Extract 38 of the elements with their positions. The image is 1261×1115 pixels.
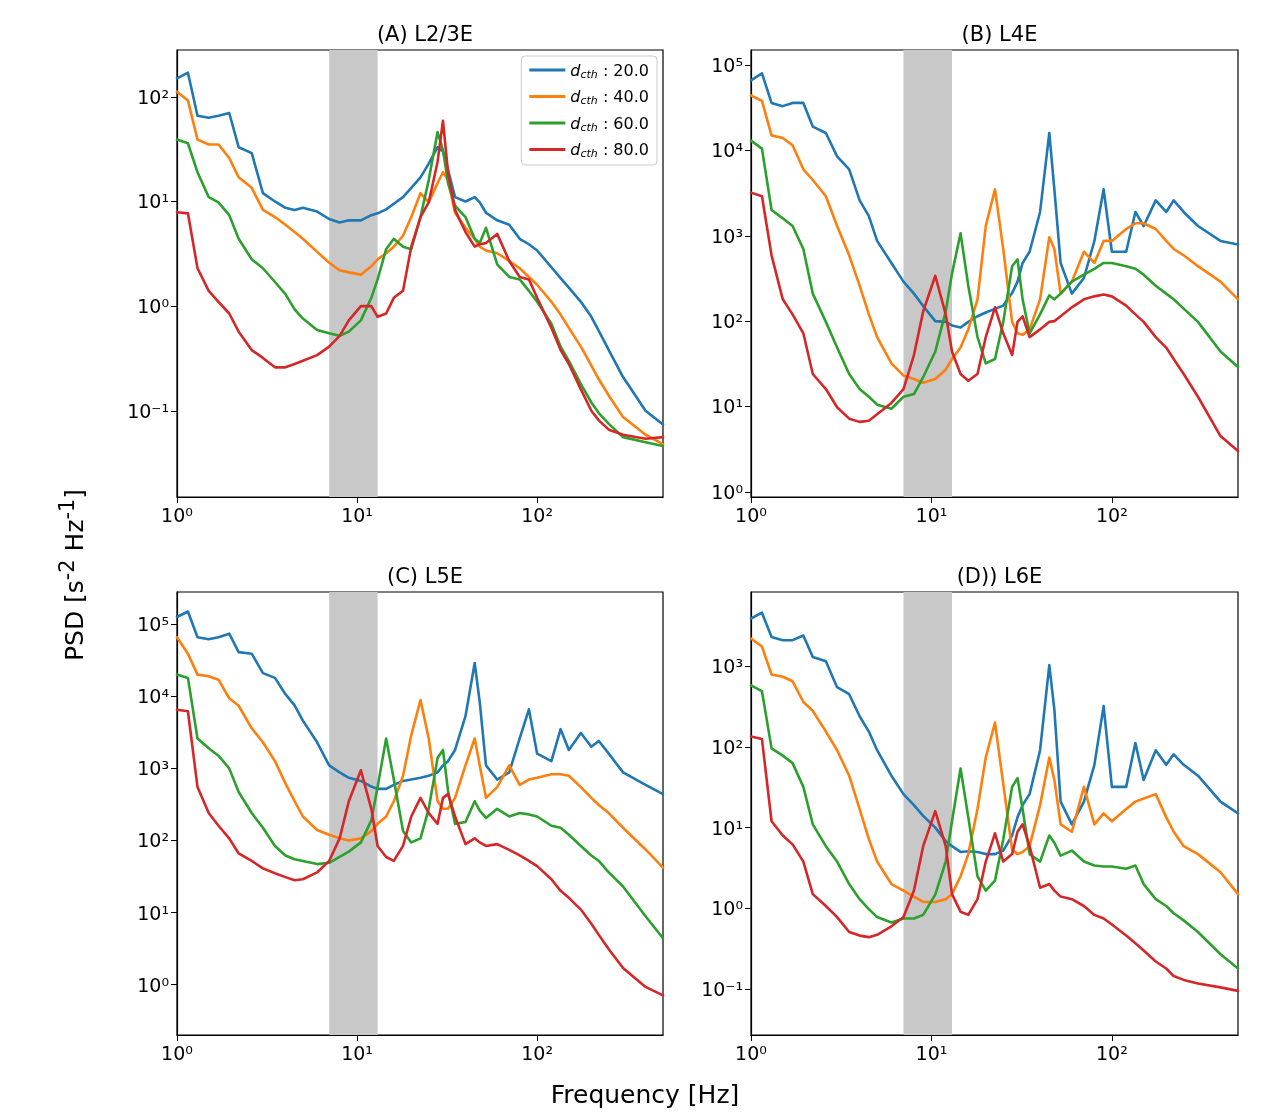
x-tick-label: 10⁰ — [161, 1041, 193, 1064]
y-tick-label: 10¹ — [711, 395, 743, 418]
x-tick-label: 10² — [1095, 503, 1128, 526]
chart-title: (A) L2/3E — [376, 21, 474, 46]
y-tick-label: 10¹ — [137, 901, 169, 924]
y-tick-label: 10⁰ — [711, 480, 743, 503]
y-tick-label: 10¹ — [137, 190, 169, 213]
x-tick-label: 10¹ — [341, 503, 373, 526]
x-tick-label: 10¹ — [341, 1041, 373, 1064]
y-tick-label: 10⁴ — [137, 685, 170, 708]
y-tick-label: 10⁵ — [711, 54, 743, 77]
y-tick-label: 10¹ — [711, 816, 743, 839]
x-tick-label: 10² — [1095, 1041, 1128, 1064]
y-tick-label: 10² — [711, 310, 743, 333]
chart-title: (B) L4E — [961, 21, 1038, 46]
x-tick-label: 10⁰ — [735, 503, 767, 526]
chart-title: (D)) L6E — [956, 563, 1043, 588]
chart-title: (C) L5E — [386, 563, 464, 588]
x-tick-label: 10² — [521, 1041, 554, 1064]
y-tick-label: 10³ — [137, 757, 169, 780]
y-tick-label: 10² — [137, 85, 169, 108]
x-tick-label: 10¹ — [915, 503, 948, 526]
x-axis-title: Frequency [Hz] — [550, 1080, 740, 1109]
y-tick-label: 10² — [137, 829, 169, 852]
y-tick-label: 10⁰ — [137, 295, 169, 318]
y-tick-label: 10⁻¹ — [127, 399, 169, 422]
y-tick-label: 10² — [711, 735, 743, 758]
y-tick-label: 10⁰ — [711, 897, 743, 920]
x-tick-label: 10⁰ — [161, 503, 193, 526]
y-tick-label: 10⁻¹ — [701, 978, 743, 1001]
y-tick-label: 10³ — [711, 224, 743, 247]
y-tick-label: 10⁴ — [711, 139, 744, 162]
y-tick-label: 10⁰ — [137, 973, 169, 996]
x-tick-label: 10² — [521, 503, 554, 526]
x-tick-label: 10⁰ — [735, 1041, 767, 1064]
y-tick-label: 10³ — [711, 655, 743, 678]
x-tick-label: 10¹ — [915, 1041, 948, 1064]
y-tick-label: 10⁵ — [137, 613, 169, 636]
